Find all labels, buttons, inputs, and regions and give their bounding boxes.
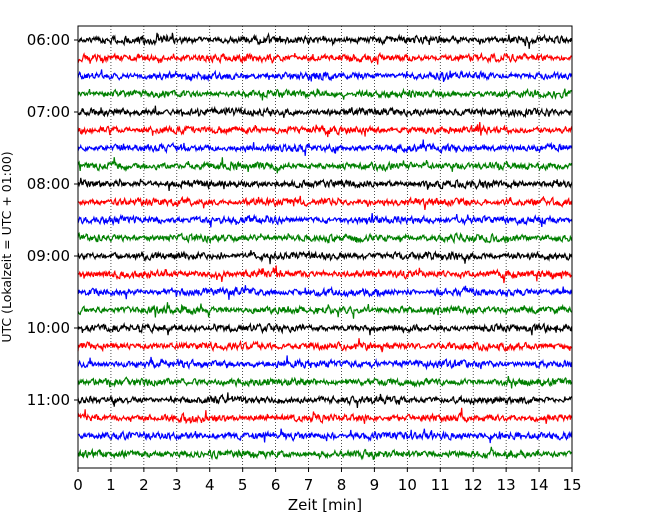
trace-09:45 (77, 302, 573, 319)
trace-06:30 (77, 69, 573, 83)
trace-10:15 (77, 338, 573, 353)
x-tick-label-10: 10 (398, 476, 417, 494)
x-axis-ticks: 0 1 2 3 4 5 6 7 8 9 10 11 12 13 14 15 (73, 468, 582, 494)
y-tick-label-10:00: 10:00 (27, 319, 70, 337)
trace-07:00 (77, 105, 573, 119)
trace-07:45 (77, 157, 573, 174)
trace-09:30 (77, 285, 573, 300)
x-tick-label-0: 0 (73, 476, 83, 494)
x-tick-label-4: 4 (205, 476, 215, 494)
trace-08:45 (77, 231, 573, 245)
trace-10:00 (77, 321, 573, 336)
trace-06:00 (77, 32, 573, 49)
trace-08:00 (77, 177, 573, 191)
y-tick-label-11:00: 11:00 (27, 391, 70, 409)
x-axis-label: Zeit [min] (288, 496, 362, 514)
x-tick-label-14: 14 (530, 476, 549, 494)
plot-frame (77, 25, 573, 469)
trace-06:15 (77, 51, 573, 65)
x-tick-label-5: 5 (238, 476, 248, 494)
trace-06:45 (77, 87, 573, 101)
x-tick-label-8: 8 (337, 476, 347, 494)
trace-11:15 (77, 407, 573, 425)
x-tick-label-6: 6 (271, 476, 281, 494)
trace-10:45 (77, 376, 573, 389)
trace-09:15 (77, 265, 573, 284)
y-tick-label-09:00: 09:00 (27, 247, 70, 265)
trace-08:15 (77, 195, 573, 210)
y-axis-label: UTC (Lokalzeit = UTC + 01:00) (0, 151, 14, 342)
y-tick-label-07:00: 07:00 (27, 103, 70, 121)
trace-07:15 (77, 121, 573, 138)
x-tick-label-3: 3 (172, 476, 182, 494)
trace-10:30 (77, 355, 573, 371)
trace-11:45 (77, 446, 573, 461)
y-tick-label-06:00: 06:00 (27, 31, 70, 49)
x-tick-label-12: 12 (464, 476, 483, 494)
x-tick-label-7: 7 (304, 476, 314, 494)
x-tick-label-11: 11 (431, 476, 450, 494)
trace-07:30 (77, 139, 573, 156)
x-tick-label-1: 1 (106, 476, 116, 494)
x-tick-label-15: 15 (562, 476, 581, 494)
x-tick-label-13: 13 (497, 476, 516, 494)
x-tick-label-9: 9 (370, 476, 380, 494)
trace-11:00 (77, 392, 573, 409)
trace-09:00 (77, 250, 573, 265)
seismic-traces (77, 32, 573, 461)
x-tick-label-2: 2 (139, 476, 149, 494)
trace-11:30 (77, 428, 573, 444)
y-tick-label-08:00: 08:00 (27, 175, 70, 193)
y-axis-ticks: 06:00 07:00 08:00 09:00 10:00 11:00 (27, 31, 78, 409)
trace-08:30 (77, 213, 573, 228)
